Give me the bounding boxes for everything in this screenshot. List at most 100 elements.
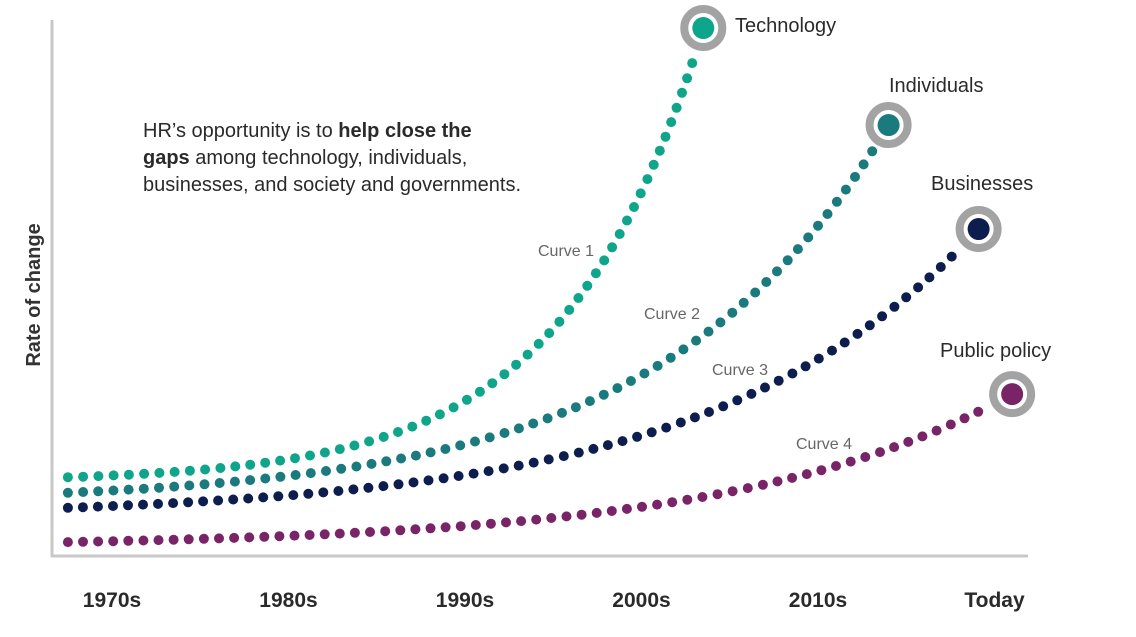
data-point-3 (153, 535, 164, 546)
data-point-0 (573, 293, 584, 303)
data-point-1 (570, 402, 581, 413)
annotation-part2: among technology, individuals, businesse… (143, 147, 521, 196)
data-point-1 (750, 287, 761, 298)
data-point-2 (543, 454, 554, 465)
data-point-1 (761, 277, 772, 287)
data-point-3 (712, 489, 723, 500)
data-point-1 (425, 447, 436, 458)
data-point-0 (108, 470, 119, 481)
data-point-0 (654, 145, 665, 156)
data-point-2 (864, 320, 875, 331)
data-point-2 (913, 282, 924, 293)
data-point-3 (425, 523, 436, 534)
data-point-2 (288, 490, 299, 501)
data-point-2 (573, 447, 584, 458)
data-point-3 (198, 533, 209, 544)
series-name-label: Businesses (931, 173, 1033, 195)
data-point-2 (877, 311, 888, 322)
data-point-1 (822, 209, 833, 219)
data-point-2 (138, 499, 148, 510)
data-point-1 (542, 413, 553, 424)
series-name-label: Public policy (940, 340, 1051, 362)
data-point-2 (813, 353, 824, 364)
data-point-0 (660, 131, 671, 142)
data-point-3 (410, 524, 421, 535)
annotation-text: HR’s opportunity is to help close the ga… (143, 118, 523, 199)
x-tick-label: 2000s (612, 589, 670, 612)
data-point-1 (652, 360, 663, 371)
data-point-1 (528, 418, 539, 429)
data-point-2 (617, 436, 628, 447)
series-name-label: Technology (735, 15, 836, 37)
data-point-2 (513, 460, 524, 471)
end-marker-ring (680, 5, 727, 52)
data-point-1 (78, 487, 89, 497)
data-point-2 (77, 502, 88, 513)
y-axis-label: Rate of change (23, 223, 45, 366)
curve-label: Curve 2 (644, 306, 700, 323)
data-point-2 (168, 498, 179, 509)
annotation-bold: help close the gaps (143, 120, 472, 169)
data-point-3 (365, 527, 375, 537)
data-point-3 (816, 465, 827, 476)
data-point-2 (423, 475, 434, 486)
data-point-3 (875, 447, 885, 458)
data-point-3 (546, 513, 557, 523)
data-point-2 (123, 500, 133, 511)
end-marker-dot (1001, 383, 1024, 406)
data-point-0 (184, 465, 195, 476)
end-marker-ring (955, 206, 1002, 253)
data-point-1 (867, 146, 878, 157)
data-point-1 (245, 475, 256, 486)
data-point-2 (228, 494, 239, 505)
data-point-3 (637, 501, 647, 512)
data-point-3 (591, 507, 602, 518)
data-point-1 (260, 473, 271, 484)
data-point-2 (732, 395, 743, 406)
data-point-2 (333, 486, 344, 496)
data-point-2 (198, 496, 209, 507)
data-point-3 (138, 535, 149, 546)
data-point-0 (334, 444, 345, 455)
data-point-0 (607, 242, 618, 253)
data-point-3 (621, 503, 632, 514)
data-point-3 (652, 499, 663, 510)
data-point-3 (787, 472, 798, 483)
data-point-1 (336, 463, 347, 474)
data-point-2 (689, 412, 700, 423)
data-point-2 (303, 488, 314, 499)
data-point-1 (831, 196, 842, 207)
data-point-0 (62, 472, 73, 483)
data-point-0 (245, 459, 256, 470)
data-point-3 (931, 425, 942, 436)
data-point-2 (901, 292, 912, 303)
x-tick-label: 1970s (83, 589, 141, 612)
data-point-0 (78, 471, 89, 482)
data-point-2 (704, 407, 714, 417)
data-point-1 (803, 232, 814, 243)
data-point-3 (727, 486, 738, 497)
data-point-3 (380, 526, 391, 537)
data-point-3 (831, 461, 841, 471)
data-point-0 (448, 402, 459, 413)
data-point-0 (687, 58, 698, 69)
data-point-2 (378, 481, 389, 492)
data-point-1 (792, 244, 803, 255)
data-point-2 (827, 345, 837, 356)
data-point-1 (93, 486, 104, 497)
data-point-3 (576, 509, 587, 520)
data-point-0 (93, 471, 104, 482)
data-point-3 (304, 530, 315, 540)
data-point-0 (635, 188, 646, 199)
data-point-2 (558, 451, 569, 462)
data-point-0 (319, 447, 330, 458)
x-tick-label: 2010s (789, 589, 847, 612)
end-marker-dot (967, 218, 990, 241)
data-point-1 (351, 461, 362, 472)
data-point-3 (349, 527, 360, 538)
data-point-2 (935, 262, 946, 272)
data-point-0 (642, 174, 653, 185)
data-point-0 (677, 87, 687, 98)
data-point-1 (154, 482, 164, 493)
data-point-3 (845, 456, 856, 467)
